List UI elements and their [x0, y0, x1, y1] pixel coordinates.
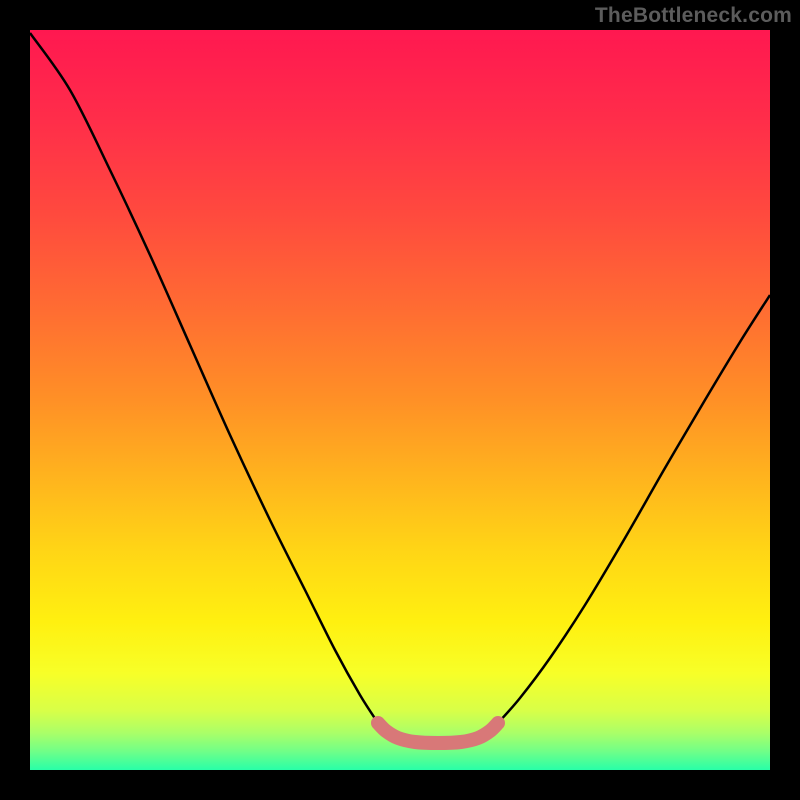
chart-frame	[30, 30, 770, 770]
watermark-text: TheBottleneck.com	[595, 4, 792, 28]
chart-background-gradient	[30, 30, 770, 770]
